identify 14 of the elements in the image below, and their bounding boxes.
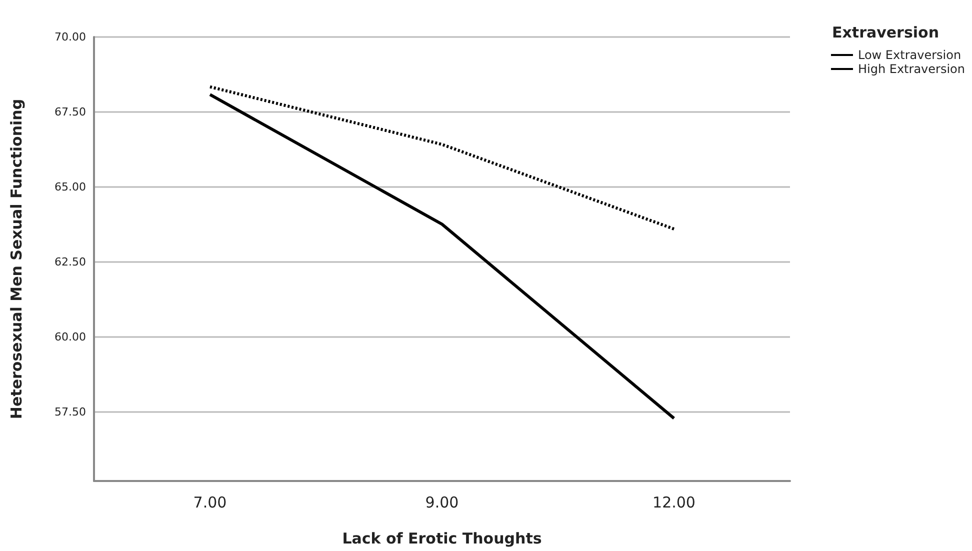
x-tick-label: 12.00 <box>652 494 696 512</box>
x-tick-label: 9.00 <box>425 494 459 512</box>
y-tick-label: 67.50 <box>54 106 86 118</box>
legend-label: High Extraversion <box>858 62 966 76</box>
legend-title: Extraversion <box>832 24 939 42</box>
y-tick-label: 70.00 <box>54 30 86 44</box>
legend-label: Low Extraversion <box>858 48 962 62</box>
y-tick-label: 57.50 <box>54 406 86 418</box>
y-axis-title: Heterosexual Men Sexual Functioning <box>8 98 26 420</box>
x-tick-label: 7.00 <box>193 494 227 512</box>
x-axis-title: Lack of Erotic Thoughts <box>342 530 542 548</box>
y-tick-label: 65.00 <box>54 180 86 194</box>
y-tick-label: 62.50 <box>54 256 86 268</box>
y-tick-label: 60.00 <box>54 330 86 344</box>
